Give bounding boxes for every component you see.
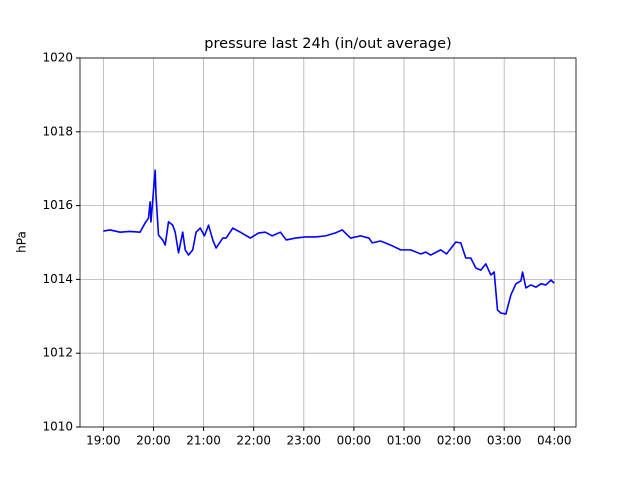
y-tick-label: 1020 (42, 51, 73, 65)
y-axis-label: hPa (15, 231, 29, 253)
x-tick-label: 02:00 (437, 434, 472, 448)
chart-title: pressure last 24h (in/out average) (204, 36, 451, 52)
x-tick-label: 19:00 (86, 434, 121, 448)
y-tick-label: 1010 (42, 420, 73, 434)
plot-frame (79, 57, 577, 428)
y-tick-label: 1016 (42, 198, 73, 212)
x-tick-label: 20:00 (136, 434, 171, 448)
x-tick-label: 03:00 (487, 434, 522, 448)
y-tick-label: 1012 (42, 346, 73, 360)
x-tick-label: 23:00 (286, 434, 321, 448)
x-tick-label: 00:00 (337, 434, 372, 448)
x-tick-label: 04:00 (537, 434, 572, 448)
x-tick-label: 01:00 (387, 434, 422, 448)
x-tick-label: 21:00 (186, 434, 221, 448)
y-tick-label: 1014 (42, 272, 73, 286)
y-tick-label: 1018 (42, 124, 73, 138)
data-line (103, 169, 555, 315)
x-tick-label: 22:00 (236, 434, 271, 448)
